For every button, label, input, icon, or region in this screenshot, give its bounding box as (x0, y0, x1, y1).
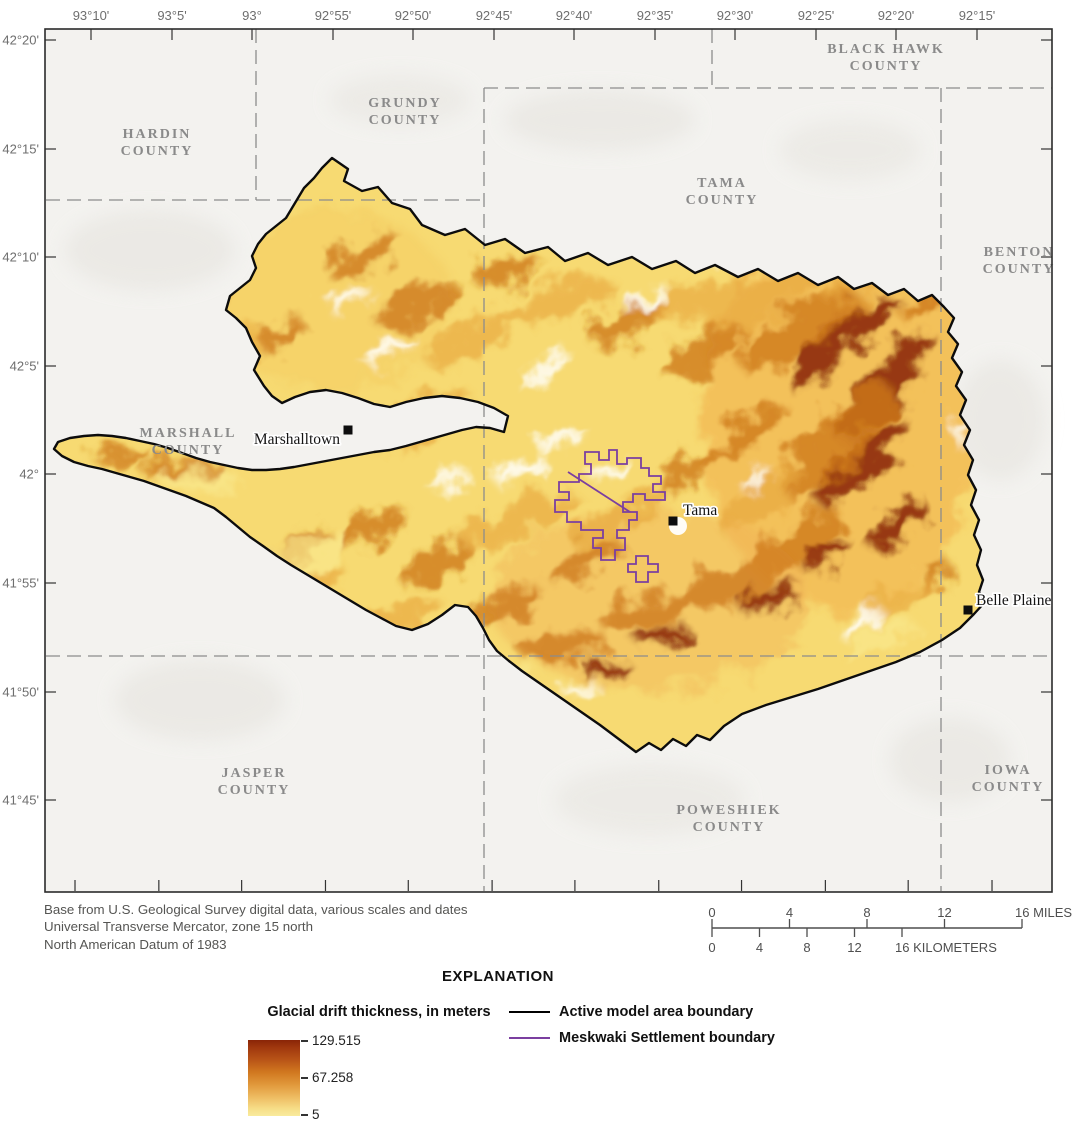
ramp-mid-label: 67.258 (312, 1070, 354, 1085)
ramp-tick-max (301, 1040, 308, 1042)
scale-label-km: 8 (803, 940, 810, 955)
lon-label: 92°50' (395, 8, 432, 23)
county-label-line2: COUNTY (121, 144, 194, 159)
county-label-line2: COUNTY (686, 193, 759, 208)
county-label-line2: COUNTY (850, 59, 923, 74)
county-label-line1: TAMA (697, 176, 747, 191)
scale-label-km: 4 (756, 940, 763, 955)
lon-label: 92°35' (637, 8, 674, 23)
county-labels: HARDIN COUNTY GRUNDY COUNTY BLACK HAWK COUNTY… (121, 42, 1056, 835)
county-label-line1: JASPER (222, 766, 287, 781)
lon-label: 92°15' (959, 8, 996, 23)
city-marker-square (963, 605, 973, 615)
base-credit-note: Base from U.S. Geological Survey digital… (44, 901, 468, 953)
county-label-line1: POWESHIEK (676, 803, 781, 818)
lon-label: 92°20' (878, 8, 915, 23)
county-label-line1: HARDIN (123, 127, 192, 142)
lat-label: 42° (19, 467, 39, 482)
meskwaki-settlement-boundary (554, 449, 666, 583)
legend-label-active-model-boundary: Active model area boundary (559, 1004, 754, 1020)
scale-label-miles: 0 (708, 905, 715, 920)
legend-label-meskwaki-boundary: Meskwaki Settlement boundary (559, 1030, 775, 1046)
city-label: Marshalltown (254, 431, 340, 448)
lat-label: 41°50' (2, 685, 39, 700)
lon-label: 93°10' (73, 8, 110, 23)
county-label-line2: COUNTY (369, 113, 442, 128)
county-label-line1: BLACK HAWK (827, 42, 945, 57)
explanation-title: EXPLANATION (442, 968, 554, 985)
scale-label-miles: 12 (937, 905, 951, 920)
county-label-line1: MARSHALL (140, 426, 237, 441)
county-label-line2: COUNTY (152, 443, 225, 458)
ramp-tick-mid (301, 1077, 308, 1079)
county-boundary-lines (46, 29, 1052, 891)
lon-label: 92°55' (315, 8, 352, 23)
ramp-min-label: 5 (312, 1107, 320, 1122)
base-note-line: Universal Transverse Mercator, zone 15 n… (44, 919, 314, 935)
scale-label-km: 0 (708, 940, 715, 955)
graticule-ticks-and-labels: 93°10' 93°5' 93° 92°55' 92°50' 92°45' 92°40' 92… (2, 8, 1052, 891)
lat-label: 41°45' (2, 793, 39, 808)
ramp-max-label: 129.515 (312, 1033, 361, 1048)
scale-bar: 0 4 8 12 16 MILES 0 4 8 12 16 KILOMETERS (708, 905, 1072, 955)
ramp-title: Glacial drift thickness, in meters (267, 1004, 491, 1020)
scale-label-km: 16 KILOMETERS (895, 940, 997, 955)
legend-swatch-meskwaki-boundary (509, 1037, 550, 1039)
lat-label: 42°15' (2, 142, 39, 157)
county-label-line2: COUNTY (218, 783, 291, 798)
scale-label-km: 12 (847, 940, 861, 955)
city-markers-and-labels: Marshalltown Tama Belle Plaine (252, 425, 1053, 615)
lat-label: 41°55' (2, 576, 39, 591)
county-label-line2: COUNTY (972, 780, 1045, 795)
city-label: Belle Plaine (976, 592, 1051, 609)
map-neatline-frame (44, 28, 1053, 893)
lon-label: 92°40' (556, 8, 593, 23)
scale-label-miles: 4 (786, 905, 793, 920)
city-marker-square (668, 516, 678, 526)
county-label-line1: IOWA (985, 763, 1032, 778)
lat-label: 42°10' (2, 250, 39, 265)
lon-label: 92°45' (476, 8, 513, 23)
county-label-line2: COUNTY (693, 820, 766, 835)
base-note-line: North American Datum of 1983 (44, 936, 227, 952)
county-label-line1: GRUNDY (368, 96, 441, 111)
lon-label: 92°25' (798, 8, 835, 23)
city-label: Tama (683, 502, 717, 519)
lat-label: 42°5' (10, 359, 39, 374)
legend-swatch-active-model-boundary (509, 1011, 550, 1014)
drift-thickness-color-ramp (248, 1040, 300, 1116)
ramp-tick-min (301, 1114, 308, 1116)
county-label-line2: COUNTY (983, 262, 1056, 277)
hillshade-texture (65, 75, 1045, 835)
scale-label-miles: 16 MILES (1015, 905, 1072, 920)
lon-label: 92°30' (717, 8, 754, 23)
lon-label: 93°5' (157, 8, 186, 23)
lat-label: 42°20' (2, 33, 39, 48)
city-marker-square (343, 425, 353, 435)
lon-label: 93° (242, 8, 262, 23)
base-note-line: Base from U.S. Geological Survey digital… (44, 902, 468, 917)
scale-label-miles: 8 (863, 905, 870, 920)
county-label-line1: BENTON (984, 245, 1055, 260)
